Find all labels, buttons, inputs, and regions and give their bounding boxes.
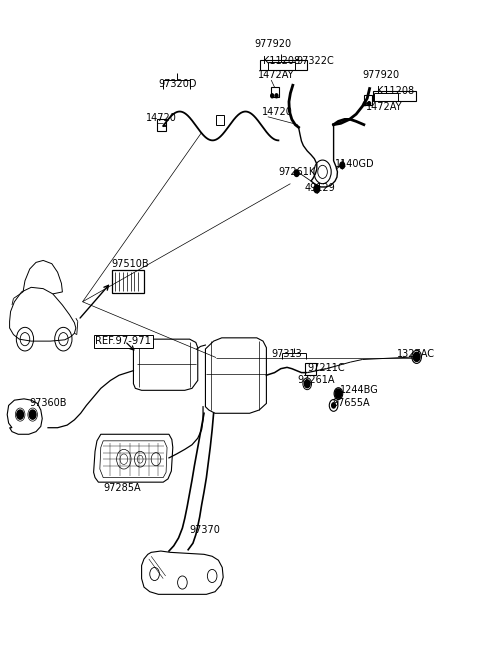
Text: 97370: 97370 [190, 525, 220, 535]
Circle shape [17, 410, 24, 419]
Bar [373, 91, 416, 101]
Text: K11208: K11208 [377, 87, 414, 96]
Text: 97313: 97313 [271, 350, 302, 359]
Text: 49129: 49129 [305, 183, 336, 193]
Circle shape [271, 94, 274, 98]
Text: 97655A: 97655A [332, 398, 370, 408]
Text: 1472AY: 1472AY [258, 70, 295, 80]
Bar [216, 115, 224, 125]
Text: 1244BG: 1244BG [340, 385, 379, 395]
Circle shape [413, 352, 420, 361]
Text: 14720: 14720 [146, 113, 177, 123]
Circle shape [335, 389, 342, 398]
Text: 97261K: 97261K [278, 167, 316, 177]
Text: 97285A: 97285A [103, 483, 141, 493]
Bar [157, 119, 166, 131]
Circle shape [340, 162, 345, 169]
Text: 977920: 977920 [254, 39, 291, 49]
Bar [271, 87, 279, 97]
Text: 14720: 14720 [262, 107, 292, 117]
Bar [112, 270, 144, 293]
Bar [305, 363, 316, 375]
Text: 97322C: 97322C [297, 56, 335, 66]
Text: 977920: 977920 [362, 70, 399, 80]
Text: 1140GD: 1140GD [335, 159, 375, 169]
Circle shape [304, 380, 310, 388]
Text: 97320D: 97320D [158, 79, 197, 89]
Circle shape [363, 102, 366, 106]
Text: K11208: K11208 [263, 56, 300, 66]
Circle shape [294, 170, 299, 176]
Text: 1472AY: 1472AY [366, 102, 402, 112]
Text: 97510B: 97510B [111, 259, 149, 269]
Circle shape [332, 403, 336, 408]
Text: 1327AC: 1327AC [397, 350, 435, 359]
Circle shape [314, 185, 320, 193]
Text: 97360B: 97360B [30, 398, 67, 408]
Circle shape [275, 94, 278, 98]
Bar [364, 95, 372, 105]
Text: 97211C: 97211C [307, 363, 345, 373]
Circle shape [29, 410, 36, 419]
Circle shape [368, 102, 371, 106]
Bar [260, 60, 307, 70]
Text: 97261A: 97261A [298, 375, 335, 385]
Text: REF.97-971: REF.97-971 [95, 337, 151, 346]
